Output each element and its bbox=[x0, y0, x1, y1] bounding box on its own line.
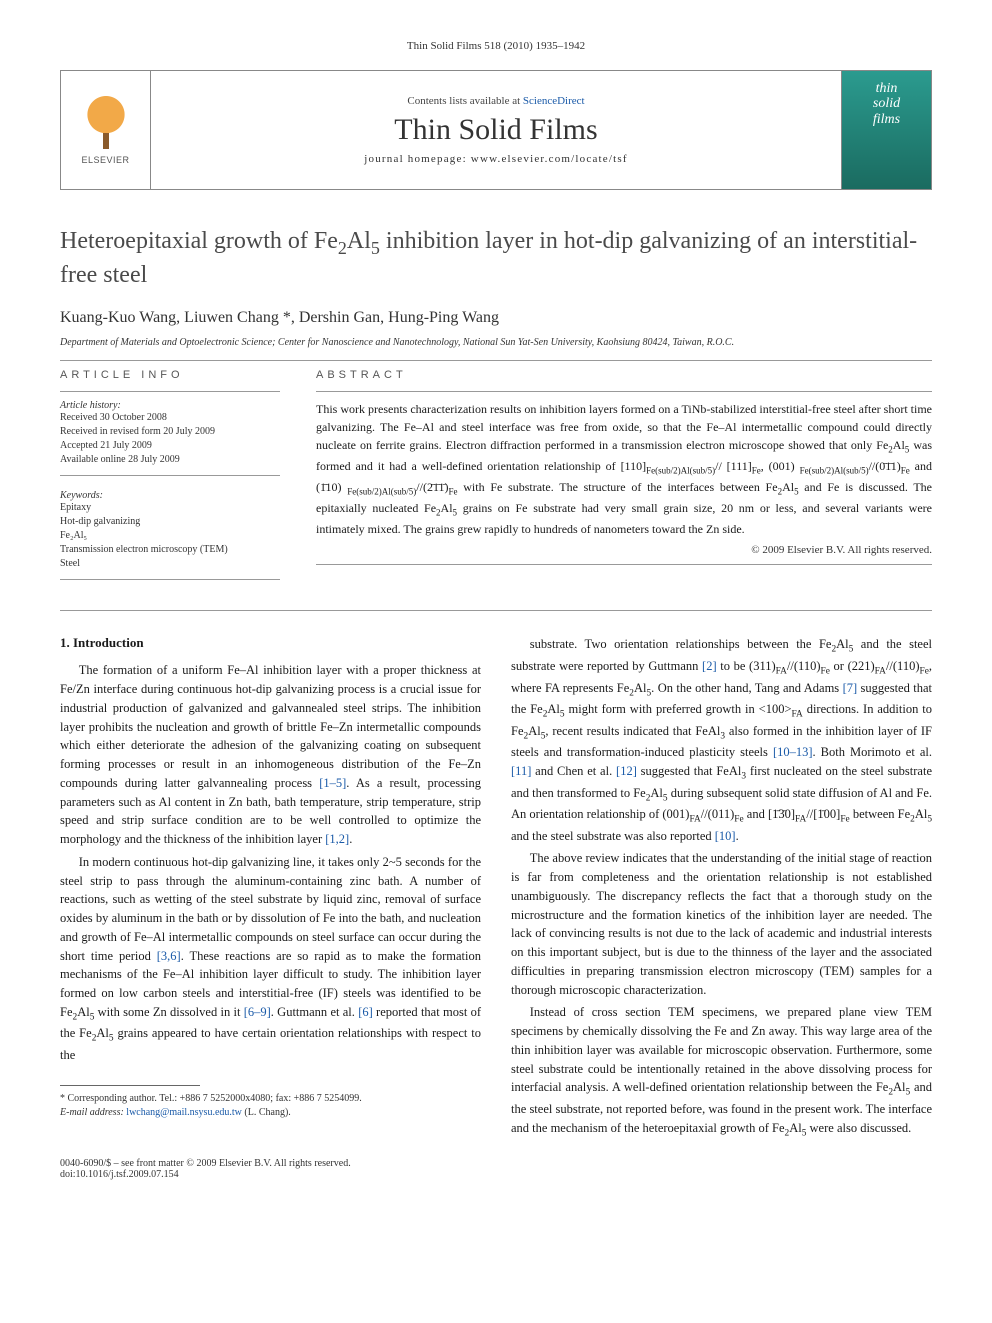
corr-suffix: (L. Chang). bbox=[242, 1107, 291, 1118]
divider bbox=[60, 360, 932, 361]
abstract-column: abstract This work presents characteriza… bbox=[316, 369, 932, 588]
body-columns: 1. Introduction The formation of a unifo… bbox=[60, 635, 932, 1140]
body-para: Instead of cross section TEM specimens, … bbox=[511, 1003, 932, 1140]
footer-doi: doi:10.1016/j.tsf.2009.07.154 bbox=[60, 1169, 351, 1180]
keyword-item: Hot-dip galvanizing bbox=[60, 515, 280, 529]
homepage-prefix: journal homepage: bbox=[364, 153, 471, 165]
keyword-item: Steel bbox=[60, 557, 280, 571]
journal-cover-thumb: thin solid films bbox=[841, 71, 931, 189]
corr-email-link[interactable]: lwchang@mail.nsysu.edu.tw bbox=[126, 1107, 242, 1118]
section-heading: 1. Introduction bbox=[60, 635, 481, 651]
divider bbox=[316, 564, 932, 565]
corresponding-author: * Corresponding author. Tel.: +886 7 525… bbox=[60, 1092, 481, 1120]
abstract-label: abstract bbox=[316, 369, 932, 381]
keywords-label: Keywords: bbox=[60, 490, 280, 501]
journal-banner: ELSEVIER Contents lists available at Sci… bbox=[60, 70, 932, 190]
keyword-item: Fe₂Al₅ bbox=[60, 529, 280, 543]
history-item: Available online 28 July 2009 bbox=[60, 453, 280, 467]
article-info-column: article info Article history: Received 3… bbox=[60, 369, 280, 588]
elsevier-label: ELSEVIER bbox=[81, 155, 129, 165]
history-item: Accepted 21 July 2009 bbox=[60, 439, 280, 453]
homepage-url: www.elsevier.com/locate/tsf bbox=[471, 153, 628, 165]
footer-meta: 0040-6090/$ – see front matter © 2009 El… bbox=[60, 1158, 932, 1180]
banner-center: Contents lists available at ScienceDirec… bbox=[151, 71, 841, 189]
footnote-divider bbox=[60, 1085, 200, 1086]
corr-prefix: E-mail address: bbox=[60, 1107, 126, 1118]
journal-header: Thin Solid Films 518 (2010) 1935–1942 bbox=[60, 40, 932, 52]
sciencedirect-link[interactable]: ScienceDirect bbox=[523, 95, 585, 107]
body-para: substrate. Two orientation relationships… bbox=[511, 635, 932, 845]
elsevier-tree-icon bbox=[78, 95, 134, 151]
footer-left: 0040-6090/$ – see front matter © 2009 El… bbox=[60, 1158, 351, 1180]
cover-text-line: thin bbox=[873, 81, 900, 96]
keyword-item: Epitaxy bbox=[60, 501, 280, 515]
body-para: The formation of a uniform Fe–Al inhibit… bbox=[60, 661, 481, 849]
journal-name: Thin Solid Films bbox=[394, 113, 597, 147]
body-para: The above review indicates that the unde… bbox=[511, 849, 932, 999]
body-para: In modern continuous hot-dip galvanizing… bbox=[60, 853, 481, 1065]
history-label: Article history: bbox=[60, 400, 280, 411]
article-title: Heteroepitaxial growth of Fe2Al5 inhibit… bbox=[60, 226, 932, 291]
abstract-text: This work presents characterization resu… bbox=[316, 400, 932, 538]
divider bbox=[316, 391, 932, 392]
history-item: Received in revised form 20 July 2009 bbox=[60, 425, 280, 439]
authors: Kuang-Kuo Wang, Liuwen Chang *, Dershin … bbox=[60, 309, 932, 327]
divider bbox=[60, 391, 280, 392]
contents-prefix: Contents lists available at bbox=[407, 95, 522, 107]
homepage-line: journal homepage: www.elsevier.com/locat… bbox=[364, 153, 627, 165]
cover-text-line: films bbox=[873, 112, 900, 127]
divider bbox=[60, 610, 932, 611]
affiliation: Department of Materials and Optoelectron… bbox=[60, 337, 932, 348]
divider bbox=[60, 475, 280, 476]
history-item: Received 30 October 2008 bbox=[60, 411, 280, 425]
divider bbox=[60, 579, 280, 580]
cover-text-line: solid bbox=[873, 96, 900, 111]
corr-line-1: * Corresponding author. Tel.: +886 7 525… bbox=[60, 1092, 481, 1106]
corr-line-2: E-mail address: lwchang@mail.nsysu.edu.t… bbox=[60, 1106, 481, 1120]
contents-line: Contents lists available at ScienceDirec… bbox=[407, 95, 584, 107]
footer-copyright: 0040-6090/$ – see front matter © 2009 El… bbox=[60, 1158, 351, 1169]
keyword-item: Transmission electron microscopy (TEM) bbox=[60, 543, 280, 557]
article-info-label: article info bbox=[60, 369, 280, 381]
cover-title: thin solid films bbox=[873, 81, 900, 127]
elsevier-logo: ELSEVIER bbox=[61, 71, 151, 189]
copyright-line: © 2009 Elsevier B.V. All rights reserved… bbox=[316, 544, 932, 556]
